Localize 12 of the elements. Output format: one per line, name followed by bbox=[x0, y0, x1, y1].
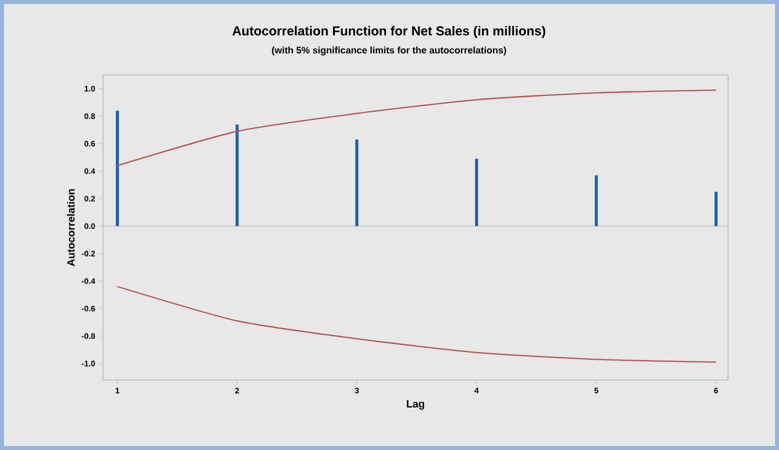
chart-title: Autocorrelation Function for Net Sales (in millions) bbox=[232, 26, 546, 38]
bar bbox=[116, 110, 119, 226]
y-axis-title: Autocorrelation bbox=[66, 189, 75, 266]
x-axis-title: Lag bbox=[406, 400, 424, 410]
bar bbox=[475, 158, 478, 226]
bar bbox=[594, 175, 598, 226]
line-series bbox=[116, 286, 717, 363]
line-series bbox=[116, 89, 717, 166]
bar bbox=[714, 192, 718, 226]
chart-subtitle: (with 5% significance limits for the autocorrelations) bbox=[272, 46, 506, 56]
bar bbox=[355, 140, 358, 226]
bar bbox=[236, 124, 239, 226]
